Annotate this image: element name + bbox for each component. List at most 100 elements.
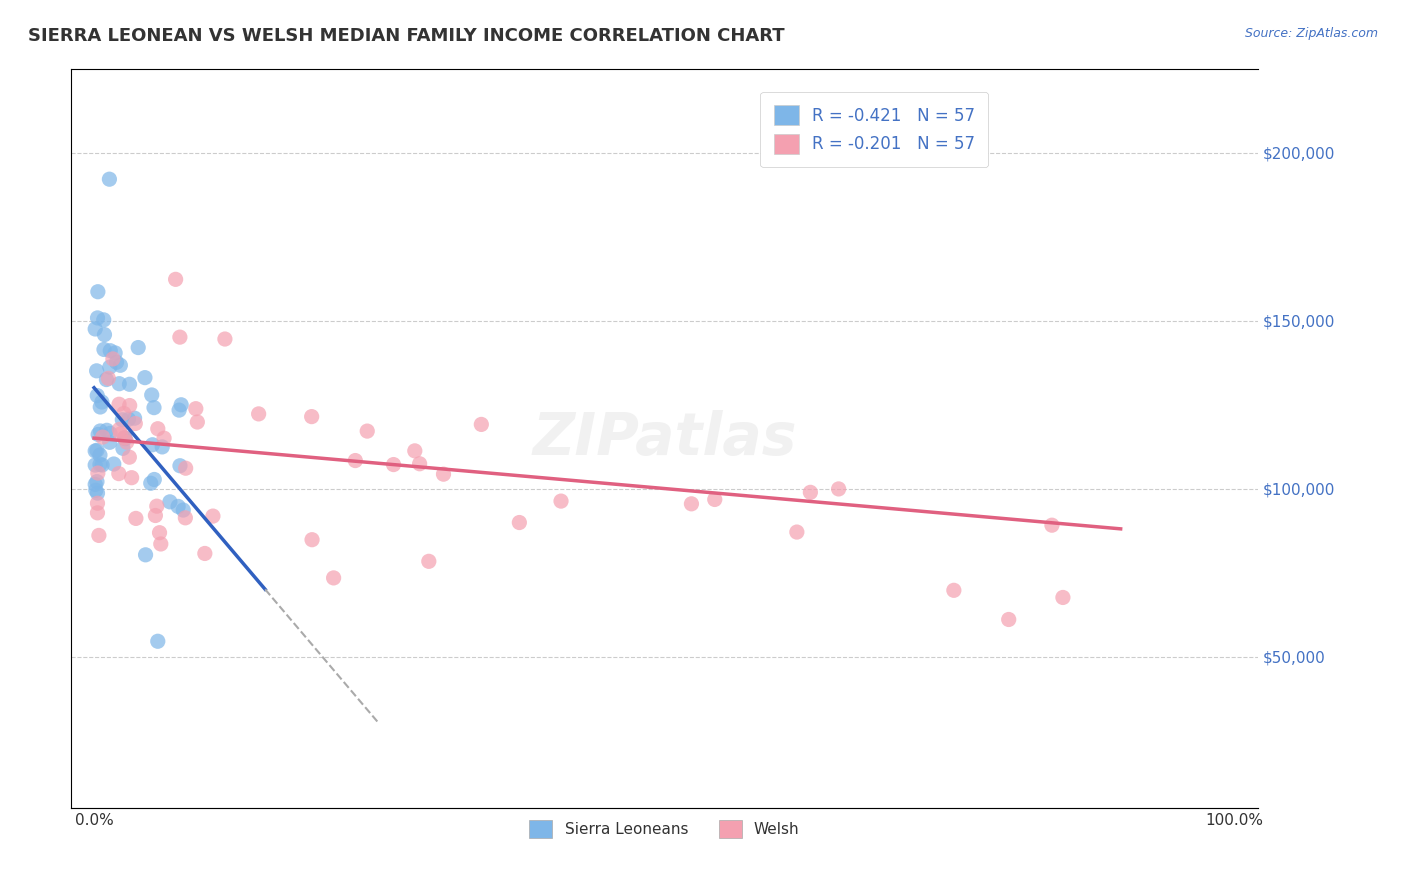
- Point: [997, 612, 1019, 626]
- Point: [145, 508, 167, 523]
- Point: [104, 346, 127, 360]
- Point: [344, 453, 367, 467]
- Point: [432, 467, 454, 482]
- Point: [470, 417, 492, 432]
- Text: SIERRA LEONEAN VS WELSH MEDIAN FAMILY INCOME CORRELATION CHART: SIERRA LEONEAN VS WELSH MEDIAN FAMILY IN…: [28, 27, 785, 45]
- Point: [90, 395, 112, 409]
- Point: [681, 497, 703, 511]
- Point: [91, 458, 114, 472]
- Point: [174, 461, 197, 475]
- Point: [1040, 518, 1063, 533]
- Point: [139, 476, 162, 491]
- Point: [117, 412, 139, 426]
- Point: [84, 477, 107, 491]
- Point: [124, 417, 146, 431]
- Point: [111, 413, 134, 427]
- Point: [87, 427, 110, 442]
- Point: [118, 377, 141, 392]
- Point: [149, 537, 172, 551]
- Point: [86, 496, 108, 510]
- Point: [146, 422, 169, 436]
- Point: [1052, 591, 1074, 605]
- Point: [827, 482, 849, 496]
- Point: [148, 525, 170, 540]
- Point: [165, 272, 187, 286]
- Point: [143, 401, 166, 415]
- Point: [87, 285, 110, 299]
- Point: [108, 422, 131, 436]
- Point: [101, 351, 124, 366]
- Point: [89, 424, 111, 438]
- Point: [135, 548, 157, 562]
- Point: [93, 327, 115, 342]
- Point: [125, 511, 148, 525]
- Point: [86, 506, 108, 520]
- Point: [110, 358, 132, 372]
- Point: [134, 370, 156, 384]
- Point: [186, 415, 208, 429]
- Point: [247, 407, 270, 421]
- Point: [98, 172, 121, 186]
- Point: [98, 360, 121, 375]
- Point: [174, 511, 197, 525]
- Point: [167, 500, 190, 514]
- Point: [93, 313, 115, 327]
- Point: [167, 403, 190, 417]
- Point: [153, 431, 176, 445]
- Point: [143, 473, 166, 487]
- Point: [98, 426, 121, 441]
- Point: [146, 499, 169, 513]
- Point: [98, 435, 121, 450]
- Point: [301, 409, 323, 424]
- Point: [89, 448, 111, 462]
- Point: [86, 486, 108, 500]
- Point: [169, 458, 191, 473]
- Point: [170, 398, 193, 412]
- Point: [108, 397, 131, 411]
- Point: [84, 322, 107, 336]
- Point: [86, 388, 108, 402]
- Point: [786, 524, 808, 539]
- Point: [799, 485, 821, 500]
- Point: [118, 450, 141, 465]
- Point: [114, 432, 136, 446]
- Point: [108, 376, 131, 391]
- Point: [322, 571, 344, 585]
- Text: Source: ZipAtlas.com: Source: ZipAtlas.com: [1244, 27, 1378, 40]
- Point: [93, 343, 115, 357]
- Point: [141, 388, 163, 402]
- Point: [194, 546, 217, 560]
- Point: [124, 411, 146, 425]
- Point: [84, 458, 107, 472]
- Point: [114, 431, 136, 445]
- Point: [301, 533, 323, 547]
- Point: [96, 423, 118, 437]
- Point: [89, 400, 111, 414]
- Point: [118, 399, 141, 413]
- Point: [110, 427, 132, 442]
- Point: [97, 371, 120, 385]
- Point: [114, 431, 136, 445]
- Point: [141, 438, 163, 452]
- Legend: Sierra Leoneans, Welsh: Sierra Leoneans, Welsh: [523, 814, 806, 845]
- Point: [86, 364, 108, 378]
- Point: [96, 373, 118, 387]
- Point: [105, 355, 128, 369]
- Point: [150, 440, 173, 454]
- Point: [108, 467, 131, 481]
- Point: [86, 310, 108, 325]
- Point: [169, 330, 191, 344]
- Point: [550, 494, 572, 508]
- Point: [84, 444, 107, 458]
- Point: [98, 343, 121, 358]
- Point: [201, 509, 224, 524]
- Point: [214, 332, 236, 346]
- Point: [121, 471, 143, 485]
- Point: [404, 443, 426, 458]
- Point: [942, 583, 965, 598]
- Point: [146, 634, 169, 648]
- Point: [418, 554, 440, 568]
- Point: [103, 457, 125, 471]
- Point: [89, 458, 111, 472]
- Point: [508, 516, 530, 530]
